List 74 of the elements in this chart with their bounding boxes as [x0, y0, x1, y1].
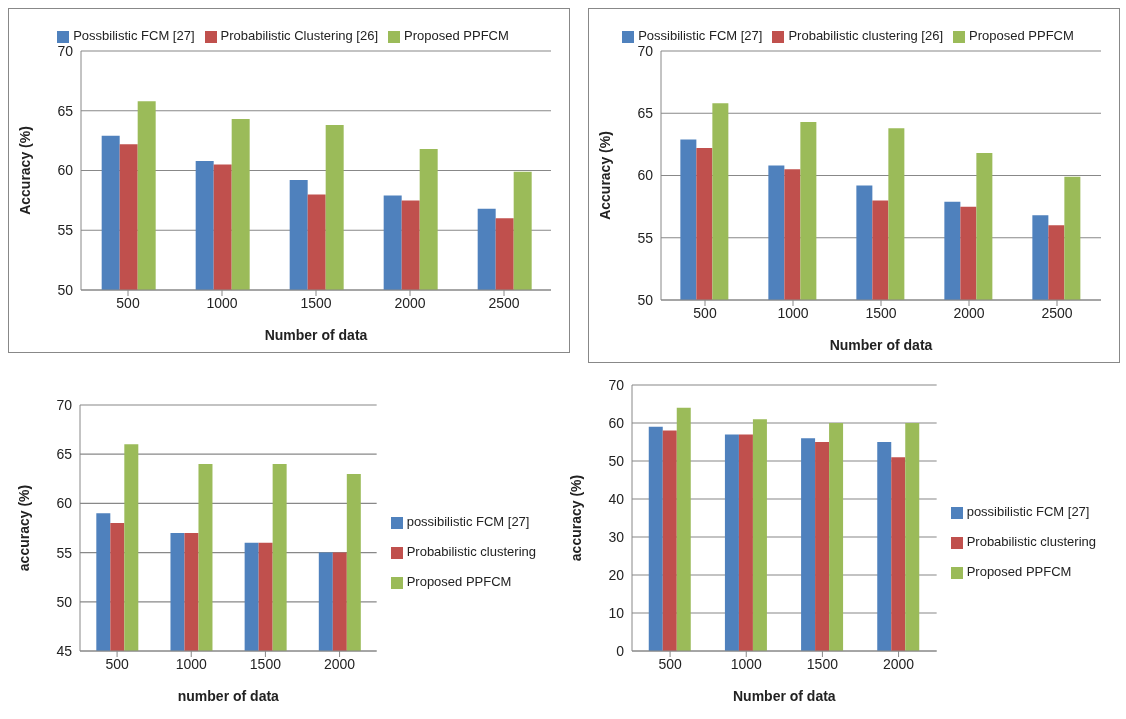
legend-label: possibilistic FCM [27] — [966, 504, 1090, 519]
x-tick-label: 1000 — [206, 294, 238, 311]
x-tick-label: 2500 — [1041, 304, 1073, 321]
x-tick-label: 2000 — [953, 304, 985, 321]
y-tick-label: 60 — [608, 414, 625, 431]
y-tick-label: 55 — [57, 222, 74, 239]
bar — [724, 434, 739, 651]
y-tick-label: 30 — [608, 528, 625, 545]
x-tick-label: 1000 — [777, 304, 809, 321]
x-tick-label: 1000 — [730, 655, 763, 672]
x-tick-label: 1500 — [806, 655, 839, 672]
legend-label: Probabilistic clustering — [966, 534, 1096, 549]
legend-label: Possbilistic FCM [27] — [73, 28, 195, 43]
bar — [905, 423, 920, 651]
x-tick-label: 2500 — [488, 294, 520, 311]
y-tick-label: 65 — [57, 102, 74, 119]
y-tick-label: 70 — [56, 396, 73, 413]
y-tick-label: 70 — [608, 376, 625, 393]
y-tick-label: 65 — [56, 446, 73, 463]
bar — [648, 426, 663, 651]
bar — [877, 442, 892, 651]
y-tick-label: 50 — [608, 452, 625, 469]
legend-label: Possibilistic FCM [27] — [638, 28, 763, 43]
x-axis-title: Number of data — [732, 688, 836, 704]
x-tick-label: 2000 — [324, 655, 356, 672]
legend-label: Proposed PPFCM — [966, 564, 1072, 579]
y-tick-label: 70 — [57, 42, 74, 59]
y-tick-label: 50 — [637, 291, 654, 308]
y-tick-label: 20 — [608, 566, 625, 583]
legend-label: Probabilistic clustering — [406, 544, 536, 559]
y-tick-label: 60 — [56, 495, 73, 512]
x-axis-title: Number of data — [264, 327, 368, 343]
legend-label: Probabilistic Clustering [26] — [220, 28, 379, 43]
bar — [752, 419, 767, 651]
bar — [676, 407, 691, 651]
x-tick-label: 500 — [105, 655, 129, 672]
x-axis-title: number of data — [177, 688, 280, 704]
bar — [738, 434, 753, 651]
y-tick-label: 10 — [608, 604, 625, 621]
y-tick-label: 55 — [637, 229, 654, 246]
legend-label: Proposed PPFCM — [404, 28, 509, 43]
x-tick-label: 500 — [693, 304, 717, 321]
bar — [891, 457, 906, 651]
y-axis-title: accuracy (%) — [15, 484, 32, 572]
x-axis-title: Number of data — [829, 337, 933, 353]
y-tick-label: 50 — [57, 281, 74, 298]
x-tick-label: 500 — [658, 655, 682, 672]
y-tick-label: 65 — [637, 105, 654, 122]
y-tick-label: 45 — [56, 642, 73, 659]
bar — [829, 423, 844, 651]
y-tick-label: 40 — [608, 490, 625, 507]
bar — [815, 442, 830, 651]
legend-label: Proposed PPFCM — [406, 574, 512, 589]
legend-label: Probabilistic clustering [26] — [788, 28, 944, 43]
y-axis-title: Accuracy (%) — [16, 126, 33, 215]
y-tick-label: 60 — [57, 162, 74, 179]
y-tick-label: 55 — [56, 544, 73, 561]
x-tick-label: 2000 — [883, 655, 915, 672]
legend-label: Proposed PPFCM — [969, 28, 1074, 43]
bar — [662, 430, 677, 651]
legend-label: possibilistic FCM [27] — [406, 514, 530, 529]
y-tick-label: 50 — [56, 593, 73, 610]
x-tick-label: 2000 — [394, 294, 426, 311]
x-tick-label: 1500 — [865, 304, 897, 321]
y-tick-label: 60 — [637, 167, 654, 184]
x-tick-label: 1500 — [300, 294, 332, 311]
y-tick-label: 70 — [637, 42, 654, 59]
bar — [801, 438, 816, 651]
y-axis-title: accuracy (%) — [567, 474, 584, 562]
x-tick-label: 1500 — [249, 655, 282, 672]
y-axis-title: Accuracy (%) — [596, 131, 613, 220]
x-tick-label: 1000 — [175, 655, 208, 672]
x-tick-label: 500 — [116, 294, 140, 311]
y-tick-label: 0 — [616, 642, 625, 659]
